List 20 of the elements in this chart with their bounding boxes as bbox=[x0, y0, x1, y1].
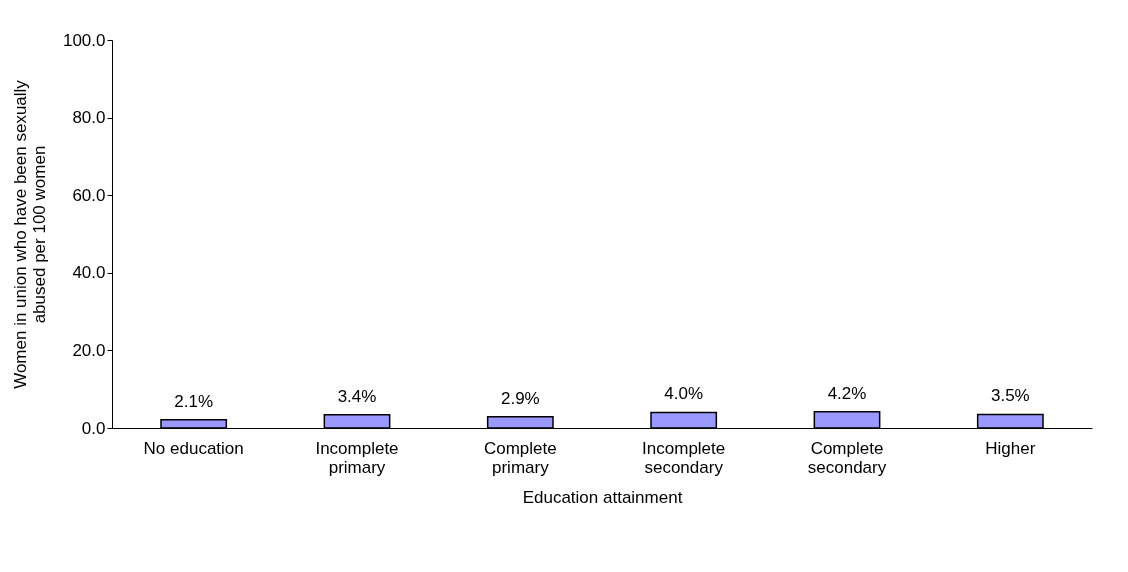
data-label: 2.1% bbox=[174, 391, 214, 411]
y-tick-label: 60.0 bbox=[72, 185, 106, 205]
y-tick-label: 40.0 bbox=[72, 263, 106, 283]
y-tick-label: 100.0 bbox=[62, 30, 106, 50]
y-tick-label: 20.0 bbox=[72, 340, 106, 360]
x-tick-label: Complete secondary bbox=[807, 438, 887, 477]
y-axis-title: Women in union who have been sexually abused per 100 women bbox=[10, 79, 49, 389]
x-axis-title: Education attainment bbox=[522, 487, 683, 507]
x-tick-label: Complete primary bbox=[483, 438, 557, 477]
data-label: 3.4% bbox=[337, 386, 377, 406]
data-label: 2.9% bbox=[500, 388, 540, 408]
y-tick-label: 0.0 bbox=[81, 418, 106, 438]
x-tick-label: Higher bbox=[985, 438, 1036, 458]
data-label: 3.5% bbox=[990, 386, 1030, 406]
x-tick-label: Incomplete secondary bbox=[642, 438, 726, 477]
data-label: 4.0% bbox=[664, 384, 704, 404]
x-tick-label: Incomplete primary bbox=[315, 438, 399, 477]
y-tick-label: 80.0 bbox=[72, 108, 106, 128]
data-label: 4.2% bbox=[827, 383, 867, 403]
x-tick-label: No education bbox=[143, 438, 244, 458]
